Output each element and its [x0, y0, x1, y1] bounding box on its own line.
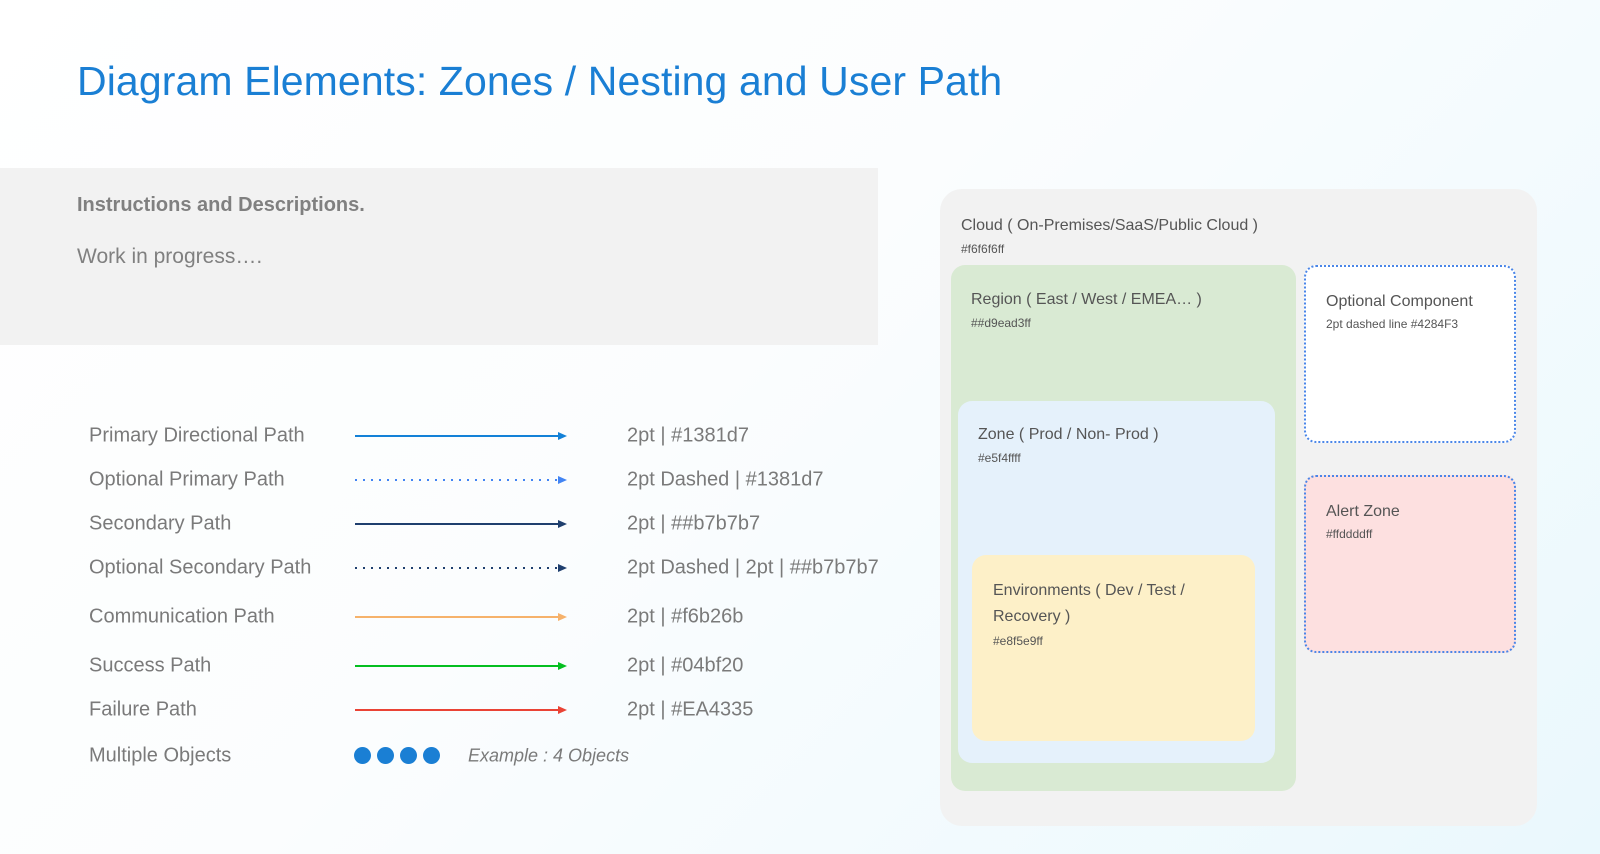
legend-label: Failure Path: [89, 698, 197, 721]
legend-label: Secondary Path: [89, 512, 232, 535]
arrowhead-icon: [558, 662, 567, 670]
environments-zone-title-line2: Recovery ): [993, 608, 1071, 625]
object-dot-icon: [400, 747, 417, 764]
region-zone-title: Region ( East / West / EMEA… ): [971, 291, 1202, 308]
prod-zone-color: #e5f4ffff: [978, 451, 1021, 465]
legend-desc: 2pt | #04bf20: [627, 654, 744, 677]
legend-row-optional-secondary-path: Optional Secondary Path 2pt Dashed | 2pt…: [89, 553, 909, 583]
legend-label: Primary Directional Path: [89, 424, 305, 447]
optional-primary-path-arrow: [355, 476, 567, 484]
cloud-zone-color: #f6f6f6ff: [961, 242, 1005, 256]
legend-row-failure-path: Failure Path 2pt | #EA4335: [89, 695, 909, 725]
arrowhead-icon: [558, 476, 567, 484]
legend-label: Optional Secondary Path: [89, 556, 312, 579]
arrowhead-icon: [558, 706, 567, 714]
communication-path-arrow: [355, 613, 567, 621]
legend-row-primary-path: Primary Directional Path 2pt | #1381d7: [89, 421, 909, 451]
legend-row-secondary-path: Secondary Path 2pt | ##b7b7b7: [89, 509, 909, 539]
alert-zone-color: #ffddddff: [1326, 527, 1373, 541]
arrowhead-icon: [558, 520, 567, 528]
legend-desc: 2pt Dashed | 2pt | ##b7b7b7: [627, 556, 879, 579]
cloud-zone-title: Cloud ( On-Premises/SaaS/Public Cloud ): [961, 217, 1259, 234]
arrowhead-icon: [558, 613, 567, 621]
optional-secondary-path-arrow: [355, 564, 567, 572]
multiple-objects-example: Example : 4 Objects: [468, 745, 630, 766]
prod-zone-title: Zone ( Prod / Non- Prod ): [978, 426, 1159, 443]
legend-desc: 2pt | #f6b26b: [627, 605, 744, 628]
arrowhead-icon: [558, 432, 567, 440]
optional-component-desc: 2pt dashed line #4284F3: [1326, 317, 1459, 331]
object-dot-icon: [354, 747, 371, 764]
success-path-arrow: [355, 662, 567, 670]
instructions-body: Work in progress….: [77, 245, 263, 268]
legend-desc: 2pt | ##b7b7b7: [627, 512, 761, 535]
legend-row-success-path: Success Path 2pt | #04bf20: [89, 651, 909, 681]
alert-zone: Alert Zone #ffddddff: [1304, 475, 1516, 653]
legend-label: Multiple Objects: [89, 744, 232, 767]
legend-label: Optional Primary Path: [89, 468, 285, 491]
environments-zone-color: #e8f5e9ff: [993, 634, 1043, 648]
page-title: Diagram Elements: Zones / Nesting and Us…: [77, 58, 1003, 104]
legend-desc: 2pt | #EA4335: [627, 698, 754, 721]
secondary-path-arrow: [355, 520, 567, 528]
object-dot-icon: [377, 747, 394, 764]
arrowhead-icon: [558, 564, 567, 572]
legend-label: Success Path: [89, 654, 212, 677]
legend-label: Communication Path: [89, 605, 275, 628]
legend-row-multiple-objects: Multiple Objects Example : 4 Objects: [89, 741, 909, 771]
multiple-objects-dots: [354, 747, 446, 765]
legend-row-communication-path: Communication Path 2pt | #f6b26b: [89, 602, 909, 632]
primary-path-arrow: [355, 432, 567, 440]
legend-desc: 2pt Dashed | #1381d7: [627, 468, 824, 491]
instructions-panel: Instructions and Descriptions. Work in p…: [0, 168, 878, 345]
legend-row-optional-primary-path: Optional Primary Path 2pt Dashed | #1381…: [89, 465, 909, 495]
legend-desc: 2pt | #1381d7: [627, 424, 749, 447]
instructions-heading: Instructions and Descriptions.: [77, 194, 365, 216]
environments-zone-title-line1: Environments ( Dev / Test /: [993, 582, 1185, 599]
failure-path-arrow: [355, 706, 567, 714]
optional-component-zone: Optional Component 2pt dashed line #4284…: [1304, 265, 1516, 443]
optional-component-title: Optional Component: [1326, 293, 1473, 310]
alert-zone-title: Alert Zone: [1326, 503, 1400, 520]
environments-zone: Environments ( Dev / Test / Recovery ) #…: [972, 555, 1255, 741]
object-dot-icon: [423, 747, 440, 764]
region-zone-color: ##d9ead3ff: [971, 316, 1031, 330]
